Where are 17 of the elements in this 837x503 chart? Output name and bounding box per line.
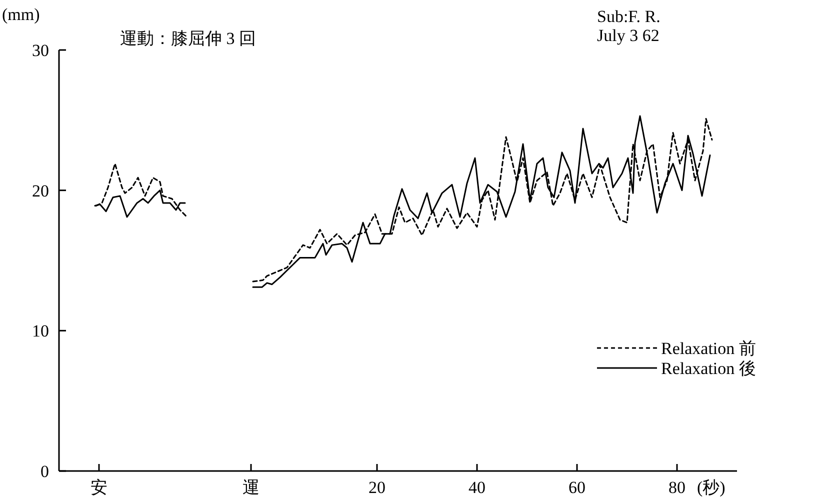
legend-label: Relaxation 前	[661, 339, 756, 358]
x-tick-label: 20	[368, 478, 386, 497]
text: Sub:F. R.	[597, 7, 660, 26]
y-tick-label: 30	[32, 41, 49, 60]
y-tick-label: 20	[32, 181, 49, 200]
legend-label: Relaxation 後	[661, 359, 756, 378]
y-axis-title: (mm)	[2, 5, 40, 24]
x-tick-label: 40	[468, 478, 486, 497]
text: July 3 62	[597, 26, 660, 45]
x-tick-label: 運	[242, 478, 260, 497]
y-tick-label: 10	[32, 322, 49, 341]
x-tick-label: 80	[668, 478, 686, 497]
x-tick-label: 60	[568, 478, 586, 497]
x-tick-label: 安	[90, 478, 108, 497]
x-axis-title: (秒)	[697, 478, 726, 497]
y-tick-label: 0	[40, 462, 49, 481]
chart-title: 運動：膝屈伸 3 回	[120, 29, 256, 48]
